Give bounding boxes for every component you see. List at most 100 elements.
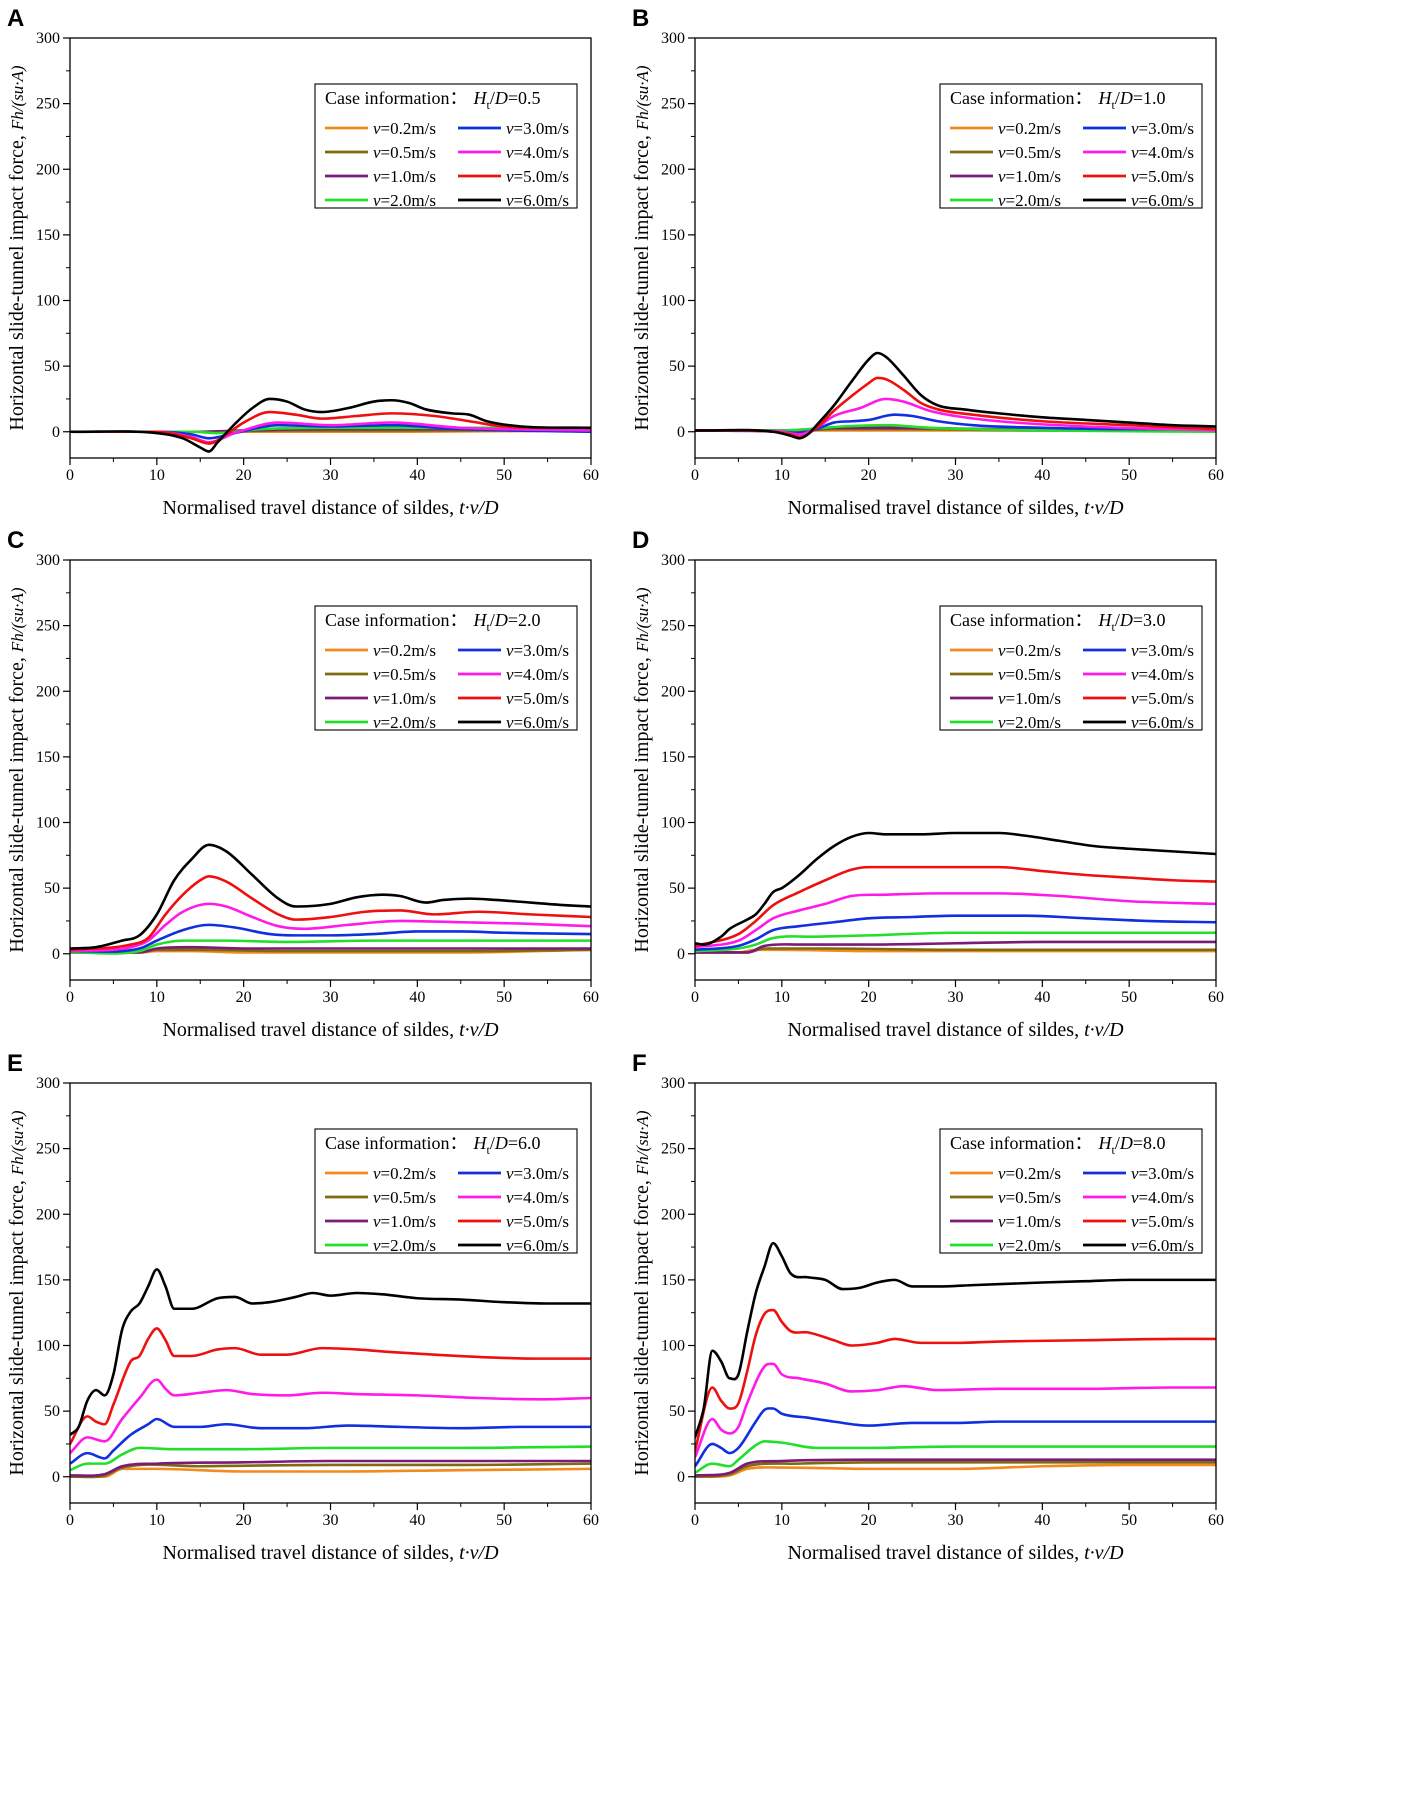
series-line-v1-0 — [70, 945, 591, 954]
x-tick-label: 60 — [1208, 1512, 1224, 1529]
series-line-v6-0 — [70, 397, 591, 453]
series-line-v3-0 — [695, 1407, 1216, 1468]
legend-label-v4-0: v=4.0m/s — [506, 665, 569, 684]
series-lines — [70, 1268, 591, 1479]
y-axis-label: Horizontal slide-tunnel impact force, Fh… — [631, 65, 653, 430]
y-tick-label: 300 — [661, 1075, 685, 1092]
series-line-v6-0 — [695, 831, 1216, 946]
x-tick-label: 50 — [496, 1512, 512, 1529]
y-tick-label: 0 — [52, 1469, 60, 1486]
series-line-v0-2 — [695, 1463, 1216, 1479]
x-tick-label: 30 — [323, 1512, 339, 1529]
legend-label-v0-5: v=0.5m/s — [998, 1188, 1061, 1207]
legend-label-v6-0: v=6.0m/s — [1131, 713, 1194, 732]
legend-title: Case information： Ht/D=2.0 — [325, 610, 541, 634]
series-line-v5-0 — [70, 875, 591, 952]
y-tick-label: 0 — [677, 424, 685, 441]
legend-label-v5-0: v=5.0m/s — [1131, 689, 1194, 708]
y-tick-label: 300 — [36, 30, 60, 47]
series-line-v2-0 — [695, 1440, 1216, 1475]
x-tick-label: 20 — [236, 989, 252, 1006]
y-tick-label: 250 — [36, 96, 60, 113]
legend-box — [939, 83, 1203, 209]
y-tick-label: 200 — [36, 161, 60, 178]
legend: Case information： Ht/D=8.0 v=0.2m/s v=3.0m/… — [939, 1128, 1203, 1255]
series-line-v2-0 — [70, 939, 591, 955]
legend-label-v0-5: v=0.5m/s — [373, 143, 436, 162]
legend-label-v1-0: v=1.0m/s — [373, 689, 436, 708]
legend-label-v2-0: v=2.0m/s — [998, 1236, 1061, 1255]
legend-label-v6-0: v=6.0m/s — [506, 1236, 569, 1255]
panel-letter: F — [632, 1050, 647, 1077]
legend-label-v5-0: v=5.0m/s — [506, 167, 569, 186]
x-tick-label: 20 — [861, 467, 877, 484]
y-tick-label: 50 — [44, 1403, 60, 1420]
series-line-v2-0 — [695, 931, 1216, 953]
legend-label-v4-0: v=4.0m/s — [1131, 143, 1194, 162]
x-tick-label: 40 — [1034, 989, 1050, 1006]
y-axis-label: Horizontal slide-tunnel impact force, Fh… — [631, 1110, 653, 1475]
panel-letter: E — [7, 1050, 23, 1077]
y-tick-label: 100 — [661, 1338, 685, 1355]
legend-label-v0-5: v=0.5m/s — [373, 1188, 436, 1207]
x-tick-label: 40 — [409, 1512, 425, 1529]
panel-B: B 0 10 20 30 40 50 60 0 50 100 150 200 250 300 Normalis… — [631, 5, 1224, 519]
x-tick-label: 0 — [691, 1512, 699, 1529]
legend-box — [314, 605, 578, 731]
x-tick-label: 50 — [1121, 989, 1137, 1006]
legend-label-v4-0: v=4.0m/s — [506, 143, 569, 162]
y-axis-label: Horizontal slide-tunnel impact force, Fh… — [6, 587, 28, 952]
series-line-v2-0 — [695, 423, 1216, 434]
x-tick-label: 30 — [323, 989, 339, 1006]
legend-label-v3-0: v=3.0m/s — [506, 641, 569, 660]
y-tick-label: 250 — [36, 1141, 60, 1158]
series-line-v0-2 — [70, 1467, 591, 1479]
series-line-v0-5 — [695, 1461, 1216, 1479]
legend-title: Case information： Ht/D=3.0 — [950, 610, 1166, 634]
series-line-v5-0 — [695, 1308, 1216, 1452]
x-axis-label: Normalised travel distance of sildes, t·… — [787, 1019, 1124, 1041]
series-line-v1-0 — [695, 1458, 1216, 1477]
legend-label-v0-2: v=0.2m/s — [998, 1164, 1061, 1183]
legend-title: Case information： Ht/D=6.0 — [325, 1133, 541, 1157]
y-axis-label: Horizontal slide-tunnel impact force, Fh… — [6, 65, 28, 430]
series-line-v1-0 — [70, 1459, 591, 1477]
x-tick-label: 50 — [496, 467, 512, 484]
legend-label-v1-0: v=1.0m/s — [998, 1212, 1061, 1231]
y-tick-label: 100 — [36, 293, 60, 310]
legend-label-v1-0: v=1.0m/s — [998, 689, 1061, 708]
legend-label-v5-0: v=5.0m/s — [1131, 167, 1194, 186]
x-tick-label: 50 — [496, 989, 512, 1006]
x-tick-label: 10 — [149, 989, 165, 1006]
legend-label-v4-0: v=4.0m/s — [1131, 1188, 1194, 1207]
legend-box — [314, 83, 578, 209]
y-tick-label: 50 — [44, 358, 60, 375]
legend-label-v1-0: v=1.0m/s — [373, 1212, 436, 1231]
series-line-v6-0 — [695, 1241, 1216, 1439]
series-line-v5-0 — [70, 1327, 591, 1446]
y-tick-label: 100 — [661, 293, 685, 310]
legend-label-v2-0: v=2.0m/s — [998, 713, 1061, 732]
y-tick-label: 50 — [44, 880, 60, 897]
series-line-v3-0 — [695, 413, 1216, 435]
x-tick-label: 60 — [1208, 467, 1224, 484]
x-axis-label: Normalised travel distance of sildes, t·… — [787, 1542, 1124, 1564]
legend-label-v0-2: v=0.2m/s — [373, 119, 436, 138]
x-tick-label: 60 — [583, 989, 599, 1006]
legend: Case information： Ht/D=0.5 v=0.2m/s v=3.0m/… — [314, 83, 578, 210]
y-tick-label: 50 — [669, 880, 685, 897]
x-tick-label: 60 — [583, 467, 599, 484]
x-tick-label: 10 — [774, 467, 790, 484]
legend-label-v6-0: v=6.0m/s — [1131, 191, 1194, 210]
legend-label-v0-2: v=0.2m/s — [998, 119, 1061, 138]
y-tick-label: 250 — [36, 618, 60, 635]
series-line-v5-0 — [695, 865, 1216, 948]
series-line-v6-0 — [70, 1268, 591, 1437]
legend-label-v0-5: v=0.5m/s — [998, 143, 1061, 162]
legend-box — [939, 1128, 1203, 1254]
panel-letter: D — [632, 527, 649, 554]
x-tick-label: 60 — [583, 1512, 599, 1529]
series-line-v4-0 — [695, 397, 1216, 436]
x-tick-label: 10 — [149, 1512, 165, 1529]
